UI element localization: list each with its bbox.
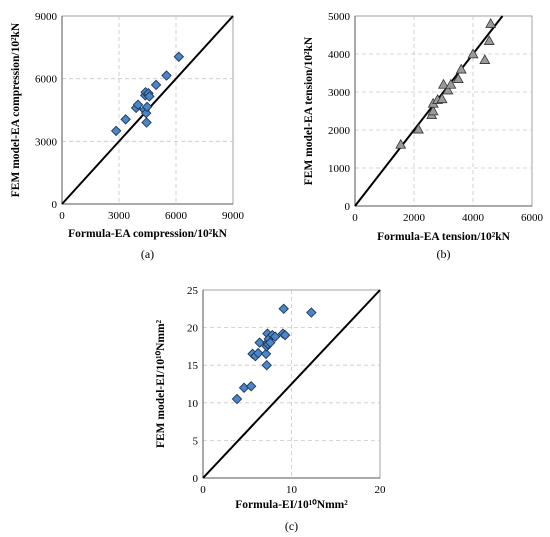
chart-c-data-point — [252, 347, 264, 359]
chart-c-data-point — [260, 348, 272, 360]
chart-b-caption: (b) — [437, 247, 451, 261]
chart-a-data-point — [161, 70, 172, 81]
chart-a-x-tick-label: 3000 — [108, 210, 131, 222]
chart-b-y-axis-label: FEM model-EA tension/10²kN — [303, 36, 315, 185]
chart-c-y-tick-label: 5 — [193, 435, 199, 447]
chart-a-caption: (a) — [141, 247, 154, 261]
chart-c-data-point — [261, 359, 272, 371]
chart-b-data-point — [467, 48, 479, 59]
chart-a-y-axis-label: FEM model-EA compression/10²kN — [10, 22, 22, 197]
chart-a-data-point — [144, 91, 155, 102]
chart-c-data-point — [278, 303, 289, 315]
chart-c-data-point — [245, 381, 257, 392]
chart-b-y-tick-label: 3000 — [328, 87, 351, 99]
chart-c-y-tick-label: 0 — [193, 473, 199, 485]
chart-a-data-point — [132, 99, 144, 111]
chart-b-x-tick-label: 2000 — [403, 212, 426, 224]
chart-a-data-point — [120, 114, 131, 125]
chart-c-data-point — [279, 329, 291, 341]
chart-b-data-point — [427, 105, 439, 116]
chart-b-x-tick-label: 4000 — [462, 212, 485, 224]
chart-c-x-tick-label: 20 — [375, 484, 387, 496]
chart-b-y-tick-label: 0 — [345, 201, 351, 213]
chart-a-x-tick-label: 6000 — [165, 210, 188, 222]
chart-a-y-tick-label: 9000 — [35, 11, 58, 23]
chart-b-data-point — [483, 35, 495, 45]
chart-b-y-tick-label: 2000 — [328, 125, 351, 137]
chart-b-data-point — [452, 73, 464, 83]
chart-c-data-point — [254, 337, 265, 348]
chart-a-x-tick-label: 0 — [59, 210, 65, 222]
chart-b-data-point — [395, 138, 407, 149]
chart-b-x-tick-label: 6000 — [521, 212, 544, 224]
chart-c-caption: (c) — [285, 519, 298, 533]
chart-a-x-axis-label: Formula-EA compression/10²kN — [68, 228, 228, 240]
chart-c-reference-line — [202, 289, 381, 479]
chart-c-data-point — [265, 337, 276, 348]
chart-b-reference-line — [354, 15, 504, 207]
chart-b-data-point — [455, 63, 467, 74]
chart-b-y-tick-label: 4000 — [328, 49, 351, 61]
chart-b-data-point — [438, 78, 449, 89]
chart-c-y-tick-label: 25 — [187, 285, 199, 297]
chart-b-data-point — [479, 54, 491, 64]
chart-a-y-tick-label: 0 — [52, 199, 58, 211]
chart-a-data-point — [141, 101, 153, 113]
chart-b-data-point — [412, 123, 424, 134]
chart-c: 0 10 20 0 5 10 15 20 25 Formula-EI/10¹⁰Nmm² FEM mo… — [154, 285, 386, 533]
chart-b-x-tick-label: 0 — [352, 212, 358, 224]
chart-c-data-point — [231, 393, 243, 405]
chart-b-y-tick-label: 1000 — [328, 163, 351, 175]
chart-a: 0 3000 6000 9000 0 3000 6000 9000 Formula-EA com… — [10, 11, 245, 261]
chart-c-x-tick-label: 0 — [200, 484, 206, 496]
chart-c-data-point — [269, 331, 281, 342]
chart-b-data-point — [445, 78, 457, 89]
chart-a-data-point — [173, 51, 185, 62]
chart-a-y-tick-label: 3000 — [35, 136, 58, 148]
chart-b-plot-area — [354, 15, 533, 207]
chart-b-data-point — [436, 93, 448, 104]
chart-a-y-tick-label: 6000 — [35, 74, 58, 86]
chart-a-x-tick-label: 9000 — [222, 210, 245, 222]
chart-c-y-axis-label: FEM model-EI/10¹⁰Nmm² — [154, 319, 167, 448]
chart-b-x-axis-label: Formula-EA tension/10²kN — [377, 231, 511, 243]
chart-c-x-tick-label: 10 — [286, 484, 298, 496]
chart-c-data-point — [306, 307, 317, 318]
chart-b-data-point — [485, 17, 497, 28]
chart-c-y-tick-label: 15 — [187, 360, 199, 372]
chart-c-x-axis-label: Formula-EI/10¹⁰Nmm² — [235, 498, 348, 511]
chart-b-y-tick-label: 5000 — [328, 11, 351, 23]
chart-b-data-point — [442, 84, 454, 95]
chart-a-data-point — [150, 79, 162, 91]
chart-a-data-point — [110, 125, 122, 137]
chart-c-y-tick-label: 20 — [187, 323, 199, 335]
chart-a-data-point — [141, 117, 152, 128]
chart-b: 0 2000 4000 6000 0 1000 2000 3000 4000 5000 Formul… — [303, 11, 544, 261]
chart-c-y-tick-label: 10 — [187, 398, 199, 410]
